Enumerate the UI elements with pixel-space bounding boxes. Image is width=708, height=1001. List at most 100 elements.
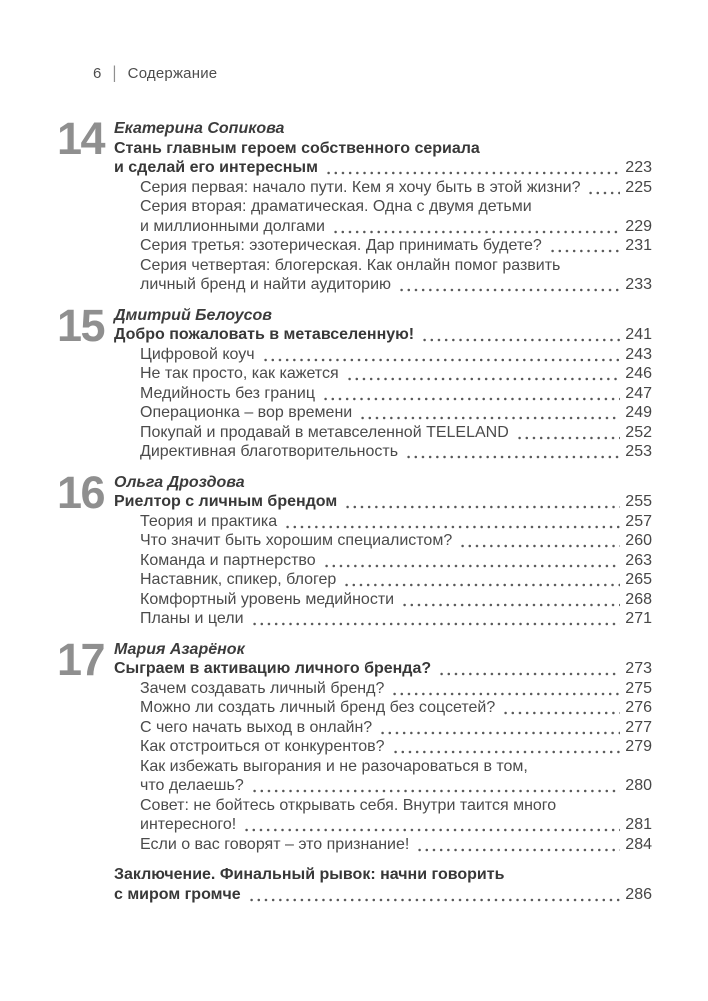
conclusion-page-number: 286	[625, 885, 652, 903]
dot-leader	[249, 609, 621, 629]
toc-entry-text: Как отстроиться от конкурентов?	[140, 738, 385, 755]
chapter-body: Дмитрий Белоусов Добро пожаловать в метав…	[114, 306, 652, 462]
toc-entry-row: интересного! 281	[114, 815, 652, 835]
dot-leader	[390, 678, 621, 698]
conclusion-entry: Заключение. Финальный рывок: начни говор…	[114, 865, 652, 904]
toc-entry-text: Если о вас говорят – это признание!	[140, 835, 410, 853]
toc-entry-text: Как избежать выгорания и не разочаровать…	[140, 757, 528, 775]
conclusion-text: с миром громче	[114, 885, 241, 903]
dot-leader	[342, 570, 621, 590]
dot-leader	[420, 325, 621, 345]
toc-entry-row: и миллионными долгами 229	[114, 216, 652, 236]
chapter-author: Дмитрий Белоусов	[114, 306, 272, 324]
chapter-number: 16	[57, 466, 106, 518]
toc-entry-text: Наставник, спикер, блогер	[140, 571, 337, 588]
toc-entry-row: Зачем создавать личный бренд? 275	[114, 678, 652, 698]
toc-entry-row: Как отстроиться от конкурентов? 279	[114, 737, 652, 757]
dot-leader	[323, 158, 621, 178]
dot-leader	[397, 275, 621, 295]
dot-leader	[415, 834, 621, 854]
toc-entry-page-number: 281	[625, 816, 652, 833]
chapter-title-page-number: 255	[625, 493, 652, 510]
toc-entry-row: личный бренд и найти аудиторию 233	[114, 275, 652, 295]
toc-entry-page-number: 257	[625, 512, 652, 530]
toc-entry-text: Совет: не бойтесь открывать себя. Внутри…	[140, 796, 557, 814]
toc-entry-row: Цифровой коуч 243	[114, 344, 652, 364]
toc-entry-page-number: 233	[625, 276, 652, 293]
toc-entry-page-number: 276	[625, 699, 652, 716]
chapter-body: Екатерина Сопикова Стань главным героем с…	[114, 119, 652, 295]
toc-entry-row: Серия первая: начало пути. Кем я хочу бы…	[114, 177, 652, 197]
chapter-title-text: Стань главным героем собственного сериал…	[114, 139, 480, 157]
chapter-title-page-number: 273	[625, 660, 652, 677]
toc-entry-page-number: 263	[625, 551, 652, 569]
dot-leader	[246, 884, 621, 904]
dot-leader	[400, 589, 621, 609]
toc-chapter: 14 Екатерина Сопикова Стань главным героем…	[57, 113, 652, 295]
dot-leader	[242, 815, 621, 835]
toc-entry-page-number: 247	[625, 384, 652, 402]
dot-leader	[458, 531, 621, 551]
toc-entry-text: Что значит быть хорошим специалистом?	[140, 532, 453, 549]
dot-leader	[501, 698, 621, 718]
toc-entry-text: Комфортный уровень медийности	[140, 590, 395, 608]
dot-leader	[378, 717, 621, 737]
toc-entry-page-number: 265	[625, 571, 652, 588]
toc: 14 Екатерина Сопикова Стань главным героем…	[57, 113, 652, 904]
toc-entry-text: Серия третья: эзотерическая. Дар принима…	[140, 237, 542, 254]
toc-entry-text: Покупай и продавай в метавселенной TELEL…	[140, 423, 509, 441]
toc-entry-text: личный бренд и найти аудиторию	[140, 276, 392, 293]
toc-entry-row: Комфортный уровень медийности 268	[114, 589, 652, 609]
chapter-title-row: Сыграем в активацию личного бренда? 273	[114, 659, 652, 679]
chapter-title-page-number: 241	[625, 326, 652, 343]
toc-entry-text: Зачем создавать личный бренд?	[140, 679, 385, 697]
toc-entry-page-number: 229	[625, 217, 652, 235]
toc-entry-page-number: 243	[625, 345, 652, 363]
toc-entry-row: Планы и цели 271	[114, 609, 652, 629]
toc-entry-page-number: 277	[625, 718, 652, 736]
chapter-number: 15	[57, 299, 106, 351]
conclusion-text: Заключение. Финальный рывок: начни говор…	[114, 866, 505, 883]
conclusion-row: Заключение. Финальный рывок: начни говор…	[114, 865, 652, 885]
chapter-author: Мария Азарёнок	[114, 640, 245, 658]
toc-entry-page-number: 271	[625, 610, 652, 627]
chapter-number: 17	[57, 633, 106, 685]
toc-entry-text: Планы и цели	[140, 610, 244, 627]
chapter-number: 14	[57, 113, 106, 164]
toc-entry-page-number: 246	[625, 365, 652, 382]
toc-entry-page-number: 279	[625, 738, 652, 755]
dot-leader	[390, 737, 621, 757]
toc-chapter: 15 Дмитрий Белоусов Добро пожаловать в мет…	[57, 299, 652, 462]
toc-entry-page-number: 260	[625, 532, 652, 549]
chapter-title-row: и сделай его интересным 223	[114, 158, 652, 178]
dot-leader	[321, 383, 621, 403]
chapter-title-row: Стань главным героем собственного сериал…	[114, 139, 652, 159]
dot-leader	[330, 216, 621, 236]
toc-entry-text: Медийность без границ	[140, 384, 315, 402]
chapter-title-row: Риелтор с личным брендом 255	[114, 492, 652, 512]
toc-entry-text: Операционка – вор времени	[140, 404, 353, 421]
toc-entry-page-number: 249	[625, 404, 652, 421]
dot-leader	[514, 422, 621, 442]
toc-entry-row: Серия третья: эзотерическая. Дар принима…	[114, 236, 652, 256]
toc-entry-text: Директивная благотворительность	[140, 443, 399, 460]
toc-entry-row: Совет: не бойтесь открывать себя. Внутри…	[114, 796, 652, 816]
toc-entry-row: Как избежать выгорания и не разочаровать…	[114, 757, 652, 777]
dot-leader	[437, 659, 621, 679]
toc-entry-row: Можно ли создать личный бренд без соцсет…	[114, 698, 652, 718]
toc-entry-row: Покупай и продавай в метавселенной TELEL…	[114, 422, 652, 442]
toc-entry-row: Что значит быть хорошим специалистом? 260	[114, 531, 652, 551]
dot-leader	[547, 236, 621, 256]
chapter-title-text: Сыграем в активацию личного бренда?	[114, 660, 432, 677]
toc-entry-row: Директивная благотворительность 253	[114, 442, 652, 462]
toc-entry-page-number: 231	[625, 237, 652, 254]
chapter-title-text: и сделай его интересным	[114, 159, 318, 176]
chapter-author: Екатерина Сопикова	[114, 120, 285, 137]
toc-entry-text: что делаешь?	[140, 777, 244, 794]
toc-chapter: 16 Ольга Дроздова Риелтор с личным брендом…	[57, 466, 652, 629]
toc-entry-row: Теория и практика 257	[114, 511, 652, 531]
chapter-title-text: Риелтор с личным брендом	[114, 493, 338, 510]
dot-leader	[404, 442, 621, 462]
toc-entry-page-number: 253	[625, 443, 652, 460]
toc-entry-text: Теория и практика	[140, 512, 278, 530]
